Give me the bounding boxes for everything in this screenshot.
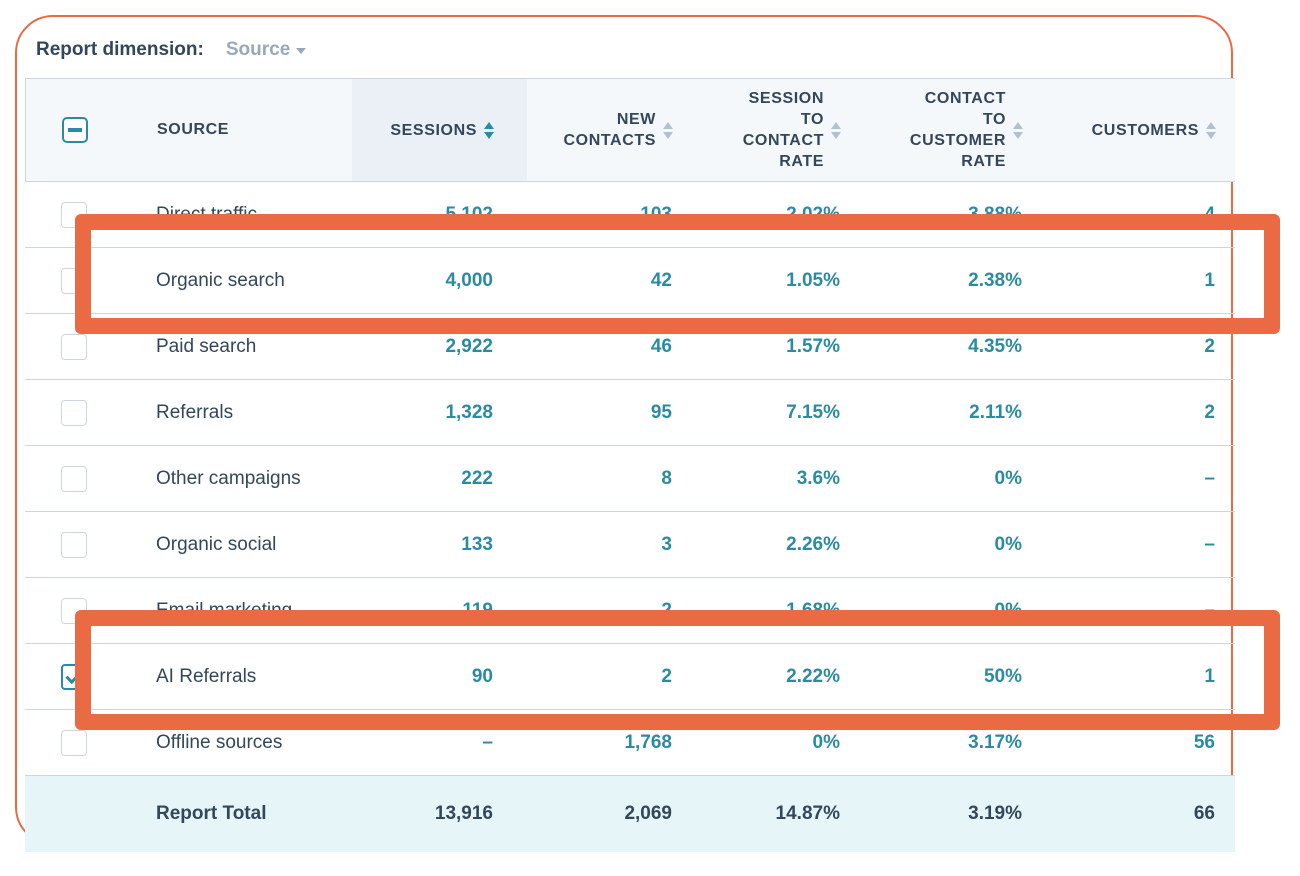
select-all-checkbox[interactable] [62,117,88,143]
report-total-label: Report Total [156,803,267,824]
sessions-value[interactable]: – [482,731,493,753]
new-contacts-value[interactable]: 3 [661,533,672,555]
session-to-contact-rate-value[interactable]: 2.26% [786,533,840,555]
report-dimension-label: Report dimension: [36,39,204,60]
row-checkbox[interactable] [61,333,87,360]
column-header-new-contacts[interactable]: NEW CONTACTS [526,79,673,181]
session-to-contact-rate-value[interactable]: 7.15% [786,401,840,423]
customers-value[interactable]: – [1204,467,1215,489]
customers-value[interactable]: 2 [1204,401,1215,423]
column-header-contact-to-customer-rate[interactable]: CONTACT TO CUSTOMER RATE [876,79,1023,181]
report-total-row: Report Total 13,916 2,069 14.87% 3.19% 6… [25,776,1235,852]
customers-value[interactable]: 56 [1193,731,1215,753]
column-header-customers[interactable]: CUSTOMERS [1056,79,1216,181]
new-contacts-value[interactable]: 95 [650,401,672,423]
session-to-contact-rate-value[interactable]: 0% [812,731,840,753]
contact-to-customer-rate-value[interactable]: 0% [994,467,1022,489]
column-header-sessions[interactable]: SESSIONS [356,79,494,181]
sort-icon [1206,121,1216,139]
customers-value[interactable]: – [1204,533,1215,555]
highlight-box-ai-referrals [75,610,1280,730]
row-checkbox[interactable] [61,399,87,426]
column-header-source[interactable]: SOURCE [157,121,230,138]
row-checkbox[interactable] [61,465,87,492]
total-sessions: 13,916 [434,803,493,824]
new-contacts-value[interactable]: 2 [661,665,672,687]
contact-to-customer-rate-value[interactable]: 4.35% [968,335,1022,357]
source-name: Organic social [156,533,277,555]
session-to-contact-rate-value[interactable]: 3.6% [796,467,840,489]
customers-value[interactable]: 1 [1204,269,1215,291]
sessions-value[interactable]: 1,328 [445,401,493,423]
sessions-value[interactable]: 2,922 [445,335,493,357]
sort-icon [831,121,841,139]
contact-to-customer-rate-value[interactable]: 2.11% [969,401,1022,423]
table-row: Other campaigns 222 8 3.6% 0% – [25,446,1235,512]
sessions-value[interactable]: 222 [461,467,493,489]
sort-icon [663,121,673,139]
session-to-contact-rate-value[interactable]: 1.57% [786,335,840,357]
session-to-contact-rate-value[interactable]: 1.05% [786,269,840,291]
table-row: Referrals 1,328 95 7.15% 2.11% 2 [25,380,1235,446]
report-dimension-value: Source [225,39,291,60]
source-name: Other campaigns [156,467,301,489]
total-contact-to-customer-rate: 3.19% [968,803,1022,824]
sessions-value[interactable]: 4,000 [445,269,493,291]
new-contacts-value[interactable]: 1,768 [624,731,672,753]
customers-value[interactable]: 2 [1204,335,1215,357]
new-contacts-value[interactable]: 46 [650,335,672,357]
table-row: Paid search 2,922 46 1.57% 4.35% 2 [25,314,1235,380]
sessions-value[interactable]: 133 [461,533,493,555]
source-name: Referrals [156,401,234,423]
total-session-to-contact-rate: 14.87% [775,803,840,824]
new-contacts-value[interactable]: 8 [661,467,672,489]
sort-icon [484,121,494,139]
session-to-contact-rate-value[interactable]: 2.22% [786,665,840,687]
row-checkbox[interactable] [61,201,87,228]
table-row: Organic social 133 3 2.26% 0% – [25,512,1235,578]
chevron-down-icon [296,48,307,54]
sessions-value[interactable]: 90 [471,665,493,687]
source-name: Offline sources [156,731,283,753]
customers-value[interactable]: 1 [1204,665,1215,687]
table-header: SOURCE SESSIONS NEW CONTACTS SESSION TO CON… [25,78,1235,182]
contact-to-customer-rate-value[interactable]: 50% [983,665,1022,687]
sorted-column-highlight [352,79,527,181]
source-name: Paid search [156,335,257,357]
new-contacts-value[interactable]: 42 [650,269,672,291]
highlight-box-organic-search [75,214,1280,334]
row-checkbox[interactable] [61,729,87,756]
report-dimension-row: Report dimension: Source [36,36,307,64]
sort-icon [1013,121,1023,139]
total-new-contacts: 2,069 [624,803,672,824]
total-customers: 66 [1193,803,1215,824]
source-report-table: SOURCE SESSIONS NEW CONTACTS SESSION TO CON… [25,78,1235,852]
table-row: Offline sources – 1,768 0% 3.17% 56 [25,710,1235,776]
source-name: AI Referrals [156,665,257,687]
contact-to-customer-rate-value[interactable]: 3.17% [968,731,1022,753]
table-row: Organic search 4,000 42 1.05% 2.38% 1 [25,248,1235,314]
contact-to-customer-rate-value[interactable]: 0% [994,533,1022,555]
report-dimension-dropdown[interactable]: Source [225,39,307,61]
column-header-session-to-contact-rate[interactable]: SESSION TO CONTACT RATE [706,79,841,181]
row-checkbox[interactable] [61,531,87,558]
source-name: Organic search [156,269,285,291]
contact-to-customer-rate-value[interactable]: 2.38% [968,269,1022,291]
